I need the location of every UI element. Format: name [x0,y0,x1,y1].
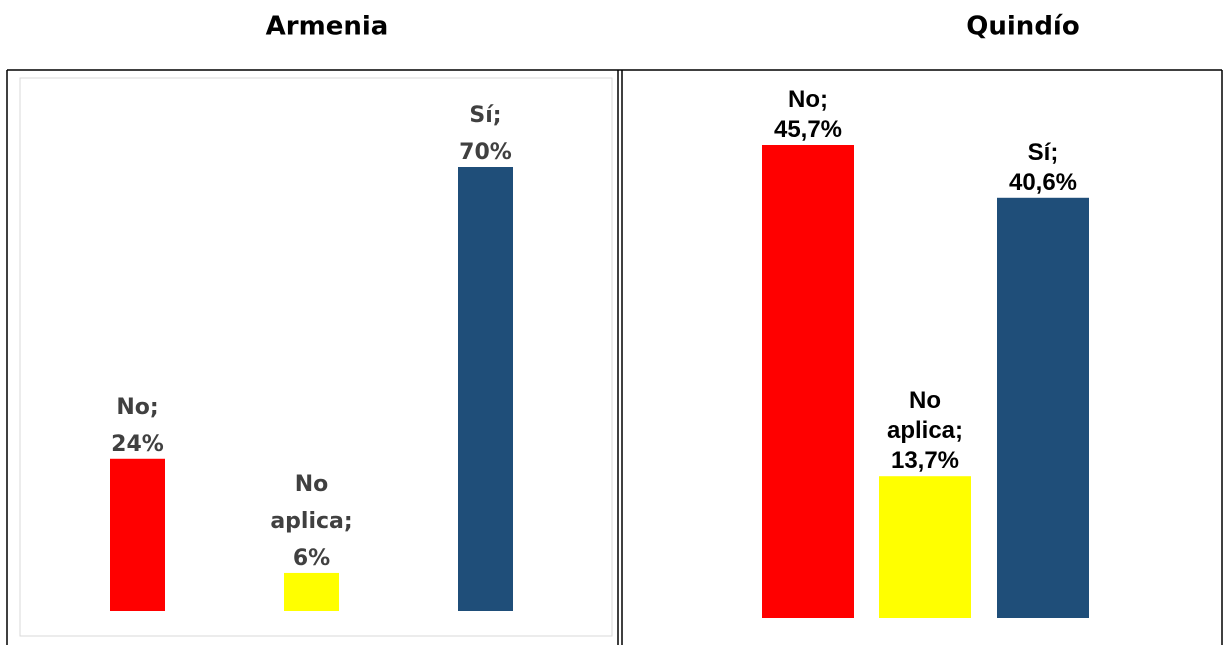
data-label-line: aplica; [887,418,963,445]
data-label: No; 45,7% [774,86,842,143]
data-label-line: 70% [459,140,512,165]
bar [458,167,513,611]
data-label: No aplica; 6% [270,472,352,571]
data-label: Sí; 40,6% [1009,139,1077,196]
bar [762,145,854,618]
chart-frame [19,77,613,637]
bar [879,476,971,618]
data-label-line: No; [788,86,828,113]
data-label-line: 13,7% [891,448,959,475]
chart-title: Quindío [966,12,1079,42]
chart-title: Armenia [266,12,389,42]
data-label-line: Sí; [469,103,501,128]
data-label-line: 24% [111,432,164,457]
bar [110,458,165,611]
data-label-line: No; [116,395,158,420]
data-label: Sí; 70% [459,103,512,165]
data-label-line: 45,7% [774,116,842,143]
data-label-line: No [295,472,329,497]
bar [284,572,339,611]
data-label-line: 6% [293,546,330,571]
data-label-line: Sí; [1028,139,1059,166]
data-label: No aplica; 13,7% [887,388,963,475]
bar [997,197,1089,618]
data-label-line: aplica; [270,509,352,534]
data-label-line: No [909,388,941,415]
data-label-line: 40,6% [1009,169,1077,196]
data-label: No; 24% [111,395,164,457]
